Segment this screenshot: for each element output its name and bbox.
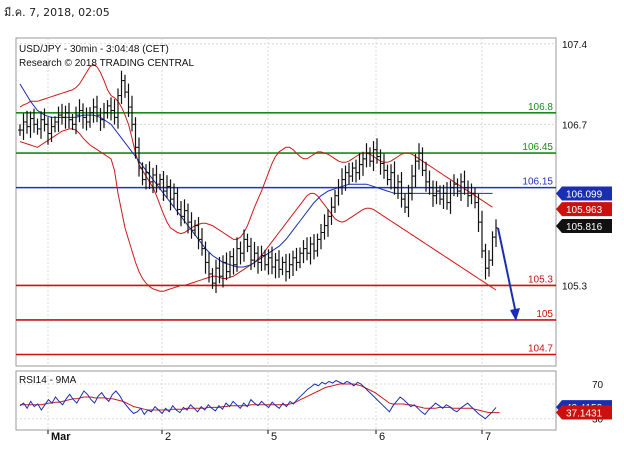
price-badge [556,219,612,234]
chart-title: USD/JPY - 30min - 3:04:48 (CET) [19,44,169,55]
price-tick-label: 107.4 [562,40,587,51]
rsi-tick-label: 70 [592,380,604,391]
x-tick-label: 6 [379,431,385,443]
moving-average-line [19,83,493,268]
price-tick-label: 106.7 [562,120,587,131]
price-badge-label: 37.1431 [566,409,603,420]
rsi-ma-line [20,383,500,414]
forecast-arrow-line [497,227,517,315]
price-badge [556,186,612,201]
price-badge [556,202,612,217]
x-tick-label: 5 [271,431,277,443]
rsi-tick-label: 30 [592,415,604,426]
level-label: 105 [536,309,553,320]
level-label: 106.8 [528,102,553,113]
price-badge-label: 105.963 [566,205,603,216]
rsi-panel [15,370,557,431]
price-panel [15,37,557,367]
rsi-series [19,379,500,420]
x-tick-label: 2 [165,431,171,443]
price-badge-label: 106.099 [566,189,603,200]
axis-labels: 107.4 106.7 105.3 70 30 Mar 2 5 6 7 [47,40,604,443]
level-label: 105.3 [528,274,553,285]
rsi-line [19,379,497,420]
price-tick-label: 105.3 [562,281,587,292]
price-badge [556,405,612,420]
timestamp: มี.ค. 7, 2018, 02:05 [4,6,110,19]
level-label: 106.45 [522,142,553,153]
rsi-label: RSI14 - 9MA [19,375,77,386]
forecast-arrow-head [510,307,520,321]
x-tick-label: 7 [485,431,491,443]
level-label: 104.7 [528,343,553,354]
upper-band-line [19,63,493,240]
x-tick-label: Mar [51,431,71,443]
forecast-arrow [497,227,520,321]
price-bars [18,70,498,294]
price-badge-label: 105.816 [566,222,603,233]
chart-subtitle: Research © 2018 TRADING CENTRAL [19,58,194,69]
level-label: 106.15 [522,177,553,188]
